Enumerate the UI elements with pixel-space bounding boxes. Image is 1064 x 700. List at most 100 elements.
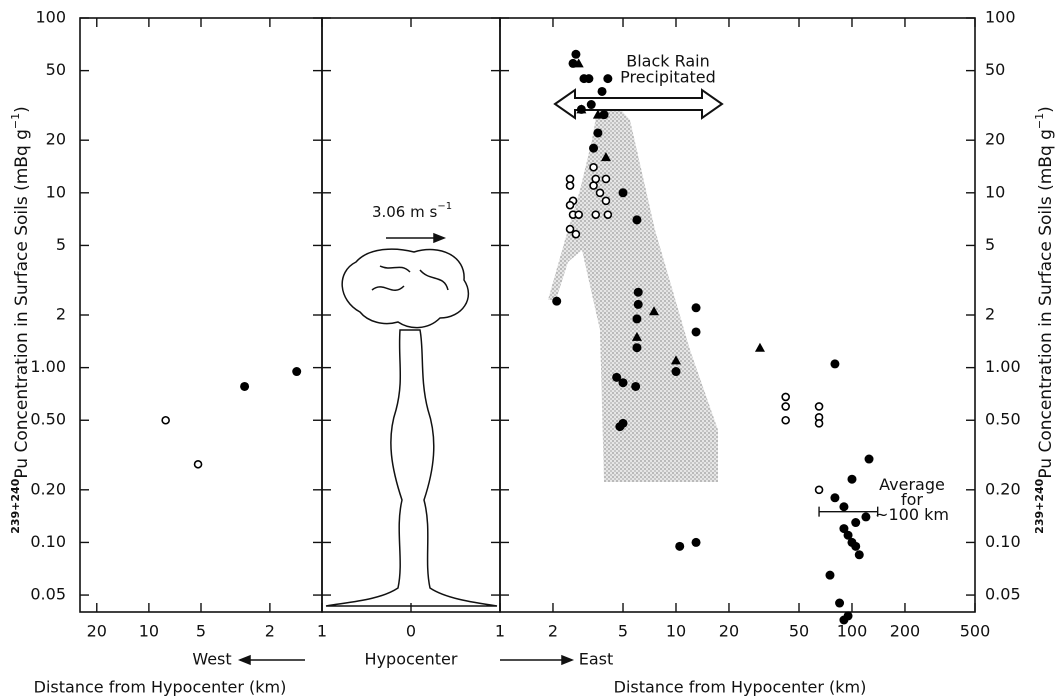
x-tick-label: 200 — [890, 622, 921, 641]
y-tick-label: 50 — [46, 60, 66, 79]
point — [861, 512, 871, 522]
annotation: ~100 km — [875, 505, 949, 524]
y-tick-label: 5 — [56, 235, 66, 254]
y-axis-label-part: Pu Concentration in Surface Soils (mBq g — [1036, 129, 1056, 479]
y-tick-label: 0.10 — [985, 532, 1021, 551]
annotation: Average — [879, 475, 945, 494]
direction-arrows — [237, 232, 575, 666]
point — [830, 359, 840, 369]
point — [565, 181, 575, 190]
point — [670, 355, 681, 365]
point — [592, 109, 603, 119]
point — [618, 418, 628, 428]
y-tick-label: 20 — [985, 130, 1005, 149]
y-tick-label: 1.00 — [985, 357, 1021, 376]
point — [691, 327, 701, 337]
point — [571, 49, 581, 59]
direction-label: Hypocenter — [365, 650, 458, 669]
y-axis-label-part: Pu Concentration in Surface Soils (mBq g — [12, 129, 32, 479]
y-axis-label: 239+240Pu Concentration in Surface Soils… — [9, 106, 32, 534]
point — [591, 210, 601, 219]
point — [847, 474, 857, 484]
point — [589, 162, 598, 172]
y-tick-label: 10 — [46, 182, 66, 201]
point — [632, 343, 642, 353]
point — [830, 493, 840, 503]
point — [691, 537, 701, 547]
point — [586, 100, 596, 110]
point — [589, 181, 598, 190]
point — [292, 367, 302, 377]
x-tick-label: 5 — [618, 622, 628, 641]
x-tick-label: 500 — [960, 622, 991, 641]
y-tick-label: 0.05 — [985, 585, 1021, 604]
point — [633, 299, 643, 309]
y-tick-label: 100 — [985, 8, 1016, 27]
point — [603, 210, 613, 219]
y-axis-label-part: 239+240 — [9, 478, 22, 533]
y-tick-label: 0.50 — [30, 410, 66, 429]
point — [814, 419, 824, 428]
point — [589, 143, 599, 153]
y-tick-label: 20 — [46, 130, 66, 149]
x-axis-label: Distance from Hypocenter (km) — [34, 678, 287, 697]
point — [612, 372, 622, 382]
annotation: Black Rain — [626, 52, 710, 71]
y-axis-label-part: ) — [1036, 106, 1056, 113]
black-rain-arrow — [553, 88, 724, 120]
point — [781, 415, 790, 425]
point — [843, 611, 853, 621]
point — [573, 58, 584, 68]
point — [571, 229, 581, 239]
point — [632, 314, 642, 324]
y-tick-label: 50 — [985, 60, 1005, 79]
point — [851, 518, 861, 528]
x-tick-label: 100 — [837, 622, 868, 641]
point — [161, 415, 170, 425]
point — [565, 224, 575, 234]
wind-label: 3.06 m s−1 — [372, 201, 452, 221]
point — [854, 550, 864, 560]
x-tick-label: 1 — [317, 622, 327, 641]
point — [754, 342, 765, 352]
point — [597, 86, 607, 96]
point — [839, 502, 849, 512]
point — [814, 485, 824, 495]
point — [595, 188, 605, 198]
y-tick-label: 5 — [985, 235, 995, 254]
x-tick-label: 50 — [789, 622, 809, 641]
y-axis-label-part: ) — [12, 106, 32, 113]
point — [618, 188, 628, 198]
point — [671, 367, 681, 377]
y-tick-label: 1.00 — [30, 357, 66, 376]
point — [603, 74, 613, 84]
point — [601, 196, 611, 206]
point — [649, 306, 660, 316]
point — [781, 402, 790, 411]
point — [814, 402, 824, 411]
point — [584, 74, 594, 84]
point — [825, 570, 835, 580]
y-axis-label: 239+240Pu Concentration in Surface Soils… — [1033, 106, 1056, 534]
wind-label-part: 3.06 m s — [372, 203, 438, 221]
x-tick-label: 2 — [548, 622, 558, 641]
y-tick-label: 0.05 — [30, 585, 66, 604]
point — [576, 104, 587, 114]
y-tick-label: 0.50 — [985, 410, 1021, 429]
y-axis-label-part: −1 — [9, 113, 22, 129]
wind-label-part: −1 — [437, 201, 452, 212]
direction-label: West — [192, 650, 231, 669]
x-tick-label: 2 — [265, 622, 275, 641]
panel-frame — [79, 17, 323, 613]
x-tick-label: 0 — [406, 622, 416, 641]
shaded-range — [548, 100, 718, 482]
y-axis-label-part: −1 — [1033, 113, 1046, 129]
x-tick-label: 10 — [139, 622, 159, 641]
point — [691, 303, 701, 313]
point — [552, 296, 562, 306]
point — [632, 215, 642, 225]
point — [843, 530, 853, 540]
y-tick-label: 2 — [56, 305, 66, 324]
y-tick-label: 100 — [35, 8, 66, 27]
